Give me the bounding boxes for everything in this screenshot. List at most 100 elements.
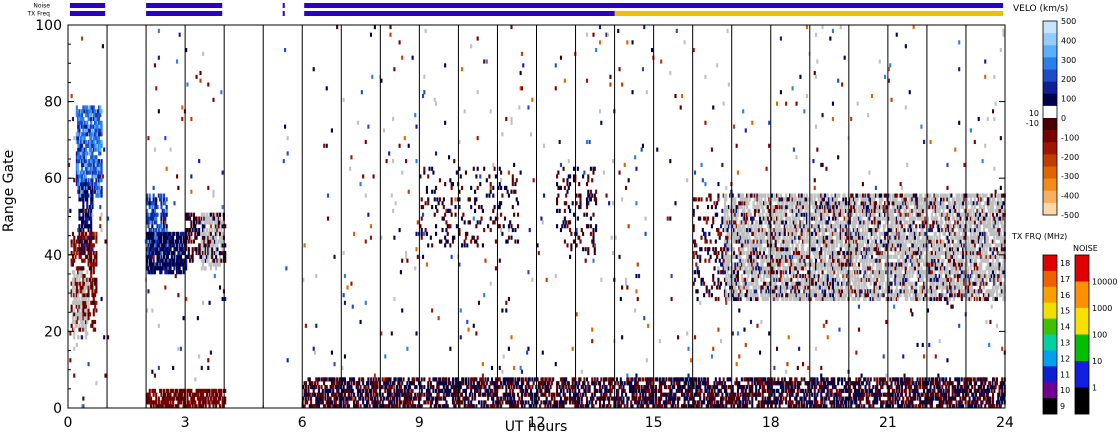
echo-cell xyxy=(168,231,171,236)
echo-cell xyxy=(87,308,90,313)
echo-cell xyxy=(100,178,103,183)
echo-cell xyxy=(315,385,318,390)
echo-cell xyxy=(84,124,88,129)
echo-cell xyxy=(186,216,189,221)
echo-cell xyxy=(775,396,779,401)
echo-cell xyxy=(759,235,762,240)
echo-cell xyxy=(746,212,749,217)
echo-cell xyxy=(481,243,484,248)
echo-cell xyxy=(518,396,521,401)
echo-cell xyxy=(723,224,726,229)
echo-cell xyxy=(764,193,767,198)
echo-cell xyxy=(178,250,181,256)
echo-cell xyxy=(725,250,728,256)
echo-cell xyxy=(323,381,326,386)
echo-cell xyxy=(779,385,782,390)
echo-cell xyxy=(731,262,734,267)
echo-cell xyxy=(453,388,456,393)
echo-cell xyxy=(88,136,91,141)
echo-cell xyxy=(78,304,81,309)
echo-cell xyxy=(768,224,771,229)
echo-cell xyxy=(212,235,215,240)
echo-cell xyxy=(81,293,84,298)
echo-cell xyxy=(734,392,737,397)
echo-cell xyxy=(70,243,73,248)
echo-cell xyxy=(635,289,638,294)
echo-cell xyxy=(782,250,785,256)
echo-cell xyxy=(610,377,613,382)
echo-cell xyxy=(194,247,197,252)
echo-cell xyxy=(614,400,617,405)
echo-cell xyxy=(518,377,521,382)
echo-cell xyxy=(739,385,742,390)
echo-cell xyxy=(595,388,598,393)
echo-cell xyxy=(738,396,741,401)
echo-cell xyxy=(680,93,684,99)
echo-cell xyxy=(87,159,90,164)
echo-cell xyxy=(483,293,486,298)
echo-cell xyxy=(178,262,181,267)
echo-cell xyxy=(211,220,214,225)
echo-cell xyxy=(734,205,737,210)
echo-cell xyxy=(174,404,177,409)
echo-cell xyxy=(328,388,331,393)
echo-cell xyxy=(146,254,149,259)
echo-cell xyxy=(760,235,763,240)
echo-cell xyxy=(759,350,762,355)
echo-cell xyxy=(677,388,680,393)
echo-cell xyxy=(455,170,458,175)
echo-cell xyxy=(752,239,755,244)
echo-cell xyxy=(169,396,172,401)
echo-cell xyxy=(320,377,323,382)
echo-cell xyxy=(90,262,93,267)
echo-cell xyxy=(421,254,425,259)
echo-cell xyxy=(720,381,723,386)
echo-cell xyxy=(451,385,455,390)
echo-cell xyxy=(218,235,222,240)
echo-cell xyxy=(157,239,160,244)
echo-cell xyxy=(81,312,84,317)
echo-cell xyxy=(312,346,315,351)
echo-cell xyxy=(163,197,166,202)
echo-cell xyxy=(83,277,86,282)
echo-cell xyxy=(770,377,773,382)
echo-cell xyxy=(729,396,732,401)
echo-cell xyxy=(572,212,576,217)
echo-cell xyxy=(749,247,753,252)
echo-cell xyxy=(152,243,155,248)
echo-cell xyxy=(600,277,603,282)
echo-cell xyxy=(653,404,656,409)
echo-cell xyxy=(84,323,88,328)
echo-cell xyxy=(392,116,395,122)
echo-cell xyxy=(147,289,150,294)
echo-cell xyxy=(770,239,773,244)
echo-cell xyxy=(507,346,510,351)
echo-cell xyxy=(736,235,740,240)
echo-cell xyxy=(90,273,93,279)
echo-cell xyxy=(738,254,741,259)
echo-cell xyxy=(654,385,658,390)
echo-cell xyxy=(761,270,764,275)
echo-cell xyxy=(328,400,331,405)
echo-cell xyxy=(163,243,166,248)
echo-cell xyxy=(571,377,574,382)
echo-cell xyxy=(777,239,780,244)
echo-cell xyxy=(79,285,82,290)
echo-cell xyxy=(163,392,166,397)
echo-cell xyxy=(563,78,566,83)
echo-cell xyxy=(511,178,514,183)
echo-cell xyxy=(700,247,703,252)
echo-cell xyxy=(224,400,227,405)
echo-cell xyxy=(164,239,167,244)
echo-cell xyxy=(781,381,784,386)
echo-cell xyxy=(88,258,91,263)
echo-cell xyxy=(198,159,201,164)
echo-cell xyxy=(155,392,158,397)
echo-cell xyxy=(169,262,172,267)
echo-cell xyxy=(91,132,94,137)
echo-cell xyxy=(356,392,360,397)
echo-cell xyxy=(759,273,762,279)
echo-cell xyxy=(377,400,380,405)
echo-cell xyxy=(81,109,84,114)
echo-cell xyxy=(88,243,91,248)
